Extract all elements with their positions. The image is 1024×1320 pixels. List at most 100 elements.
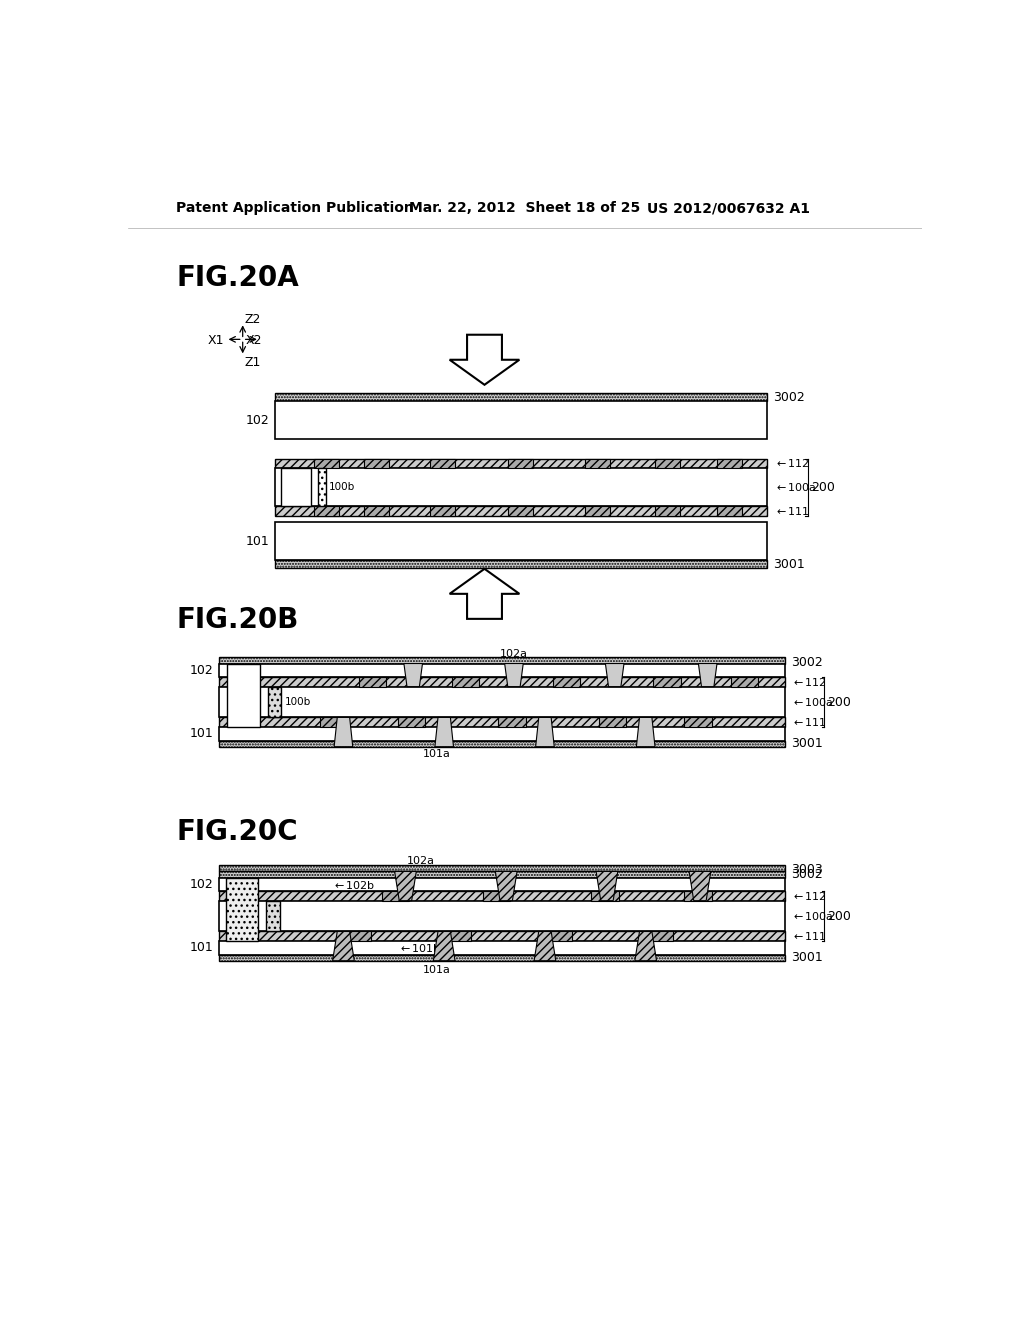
Bar	[219, 954, 785, 961]
Bar	[483, 891, 510, 900]
Text: 102: 102	[246, 413, 269, 426]
Polygon shape	[698, 664, 717, 686]
Bar	[219, 941, 785, 954]
Bar	[219, 871, 785, 878]
Bar	[397, 718, 425, 726]
Bar	[508, 459, 532, 469]
Text: $\leftarrow$102b: $\leftarrow$102b	[332, 879, 375, 891]
Text: US 2012/0067632 A1: US 2012/0067632 A1	[647, 202, 810, 215]
Polygon shape	[635, 932, 656, 961]
Text: 102a: 102a	[500, 648, 528, 659]
Text: Z2: Z2	[245, 313, 261, 326]
Bar	[646, 932, 673, 941]
Text: $\leftarrow$111: $\leftarrow$111	[792, 931, 827, 942]
Text: $\leftarrow$112: $\leftarrow$112	[792, 890, 827, 902]
Bar	[717, 507, 741, 516]
Text: 100c: 100c	[283, 482, 308, 492]
Polygon shape	[636, 718, 655, 747]
Bar	[586, 459, 610, 469]
Text: X2: X2	[246, 334, 262, 347]
Bar	[382, 891, 410, 900]
Text: $\leftarrow$100a: $\leftarrow$100a	[773, 482, 816, 494]
Text: X1: X1	[208, 334, 224, 347]
Text: 101: 101	[189, 941, 213, 954]
Text: 100b: 100b	[329, 482, 355, 492]
Bar	[219, 741, 785, 747]
Bar	[586, 507, 610, 516]
Bar	[317, 469, 326, 507]
Bar	[717, 459, 741, 469]
Bar	[359, 677, 386, 686]
Bar	[365, 507, 389, 516]
Bar	[499, 718, 525, 726]
Bar	[545, 932, 572, 941]
Polygon shape	[403, 664, 423, 686]
Text: FIG.20A: FIG.20A	[176, 264, 299, 292]
Text: 100d: 100d	[228, 665, 255, 675]
Text: 3001: 3001	[792, 952, 823, 964]
Bar	[275, 507, 767, 516]
Bar	[684, 718, 712, 726]
Bar	[219, 686, 785, 718]
Text: 101: 101	[246, 535, 269, 548]
Text: 3002: 3002	[773, 391, 805, 404]
Bar	[219, 900, 785, 932]
Text: 3001: 3001	[792, 737, 823, 750]
Bar	[282, 469, 311, 507]
Bar	[653, 677, 681, 686]
Bar	[219, 878, 785, 891]
Bar	[444, 932, 471, 941]
Bar	[275, 401, 767, 440]
Bar	[553, 677, 580, 686]
Polygon shape	[433, 932, 455, 961]
Bar	[508, 507, 532, 516]
Bar	[219, 677, 785, 686]
Text: $\leftarrow$101b: $\leftarrow$101b	[397, 941, 441, 953]
Bar	[275, 393, 767, 401]
Bar	[655, 459, 680, 469]
Text: 101: 101	[189, 727, 213, 741]
Text: 101a: 101a	[423, 750, 451, 759]
Polygon shape	[450, 335, 519, 385]
Text: $\leftarrow$111: $\leftarrow$111	[792, 715, 827, 729]
Bar	[452, 677, 479, 686]
Bar	[592, 891, 618, 900]
Bar	[684, 891, 712, 900]
Text: Mar. 22, 2012  Sheet 18 of 25: Mar. 22, 2012 Sheet 18 of 25	[409, 202, 640, 215]
Polygon shape	[394, 871, 417, 900]
Polygon shape	[596, 871, 617, 900]
Text: $\leftarrow$112: $\leftarrow$112	[792, 676, 827, 688]
Polygon shape	[496, 871, 517, 900]
Bar	[430, 507, 455, 516]
Bar	[314, 507, 339, 516]
Bar	[219, 664, 785, 677]
Bar	[225, 878, 258, 941]
Text: 102a: 102a	[407, 857, 435, 866]
Bar	[599, 718, 627, 726]
Text: 200: 200	[827, 696, 851, 709]
Polygon shape	[536, 718, 554, 747]
Text: Patent Application Publication: Patent Application Publication	[176, 202, 414, 215]
Text: 200: 200	[827, 909, 851, 923]
Polygon shape	[435, 718, 454, 747]
Text: 102: 102	[189, 664, 213, 677]
Text: 100b: 100b	[285, 697, 311, 708]
Text: $\leftarrow$112: $\leftarrow$112	[773, 457, 809, 470]
Bar	[275, 469, 767, 507]
Bar	[314, 459, 339, 469]
Text: $\leftarrow$100a: $\leftarrow$100a	[792, 696, 835, 708]
Text: 101a: 101a	[423, 965, 451, 975]
Text: 200: 200	[811, 480, 835, 494]
Polygon shape	[535, 932, 556, 961]
Polygon shape	[689, 871, 711, 900]
Text: $\leftarrow$100a: $\leftarrow$100a	[792, 909, 835, 923]
Bar	[430, 459, 455, 469]
Bar	[321, 718, 347, 726]
Bar	[219, 726, 785, 741]
Bar	[267, 686, 282, 718]
Bar	[365, 459, 389, 469]
Bar	[275, 560, 767, 568]
Bar	[731, 677, 758, 686]
Polygon shape	[450, 569, 519, 619]
Bar	[219, 718, 785, 726]
